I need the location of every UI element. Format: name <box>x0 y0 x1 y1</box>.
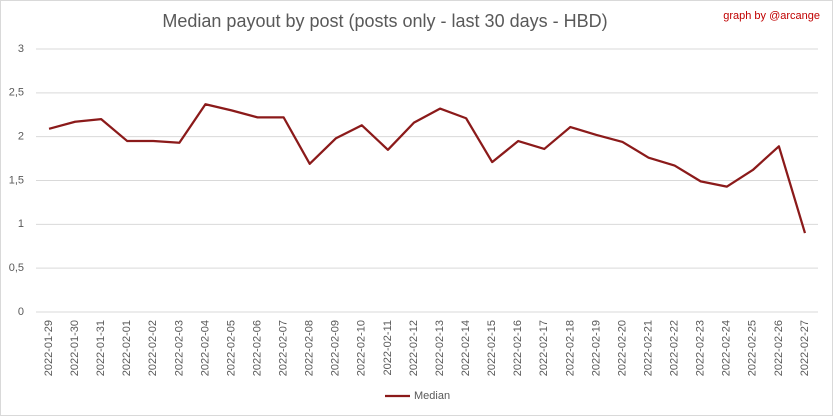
x-tick-label: 2022-02-06 <box>251 320 263 376</box>
x-tick-label: 2022-02-23 <box>695 320 707 376</box>
legend-label: Median <box>414 390 450 402</box>
x-tick-label: 2022-02-01 <box>121 320 133 376</box>
x-tick-label: 2022-02-02 <box>147 320 159 376</box>
x-tick-label: 2022-02-26 <box>773 320 785 376</box>
x-tick-label: 2022-02-05 <box>225 320 237 376</box>
data-line <box>48 103 807 234</box>
y-tick-label: 2 <box>18 131 24 143</box>
x-tick-label: 2022-02-09 <box>330 320 342 376</box>
x-tick-label: 2022-02-08 <box>304 320 316 376</box>
x-tick-label: 2022-02-11 <box>382 320 394 375</box>
x-tick-label: 2022-02-17 <box>538 320 550 376</box>
x-tick-label: 2022-02-27 <box>799 320 811 376</box>
x-tick-label: 2022-02-14 <box>460 320 472 376</box>
x-tick-label: 2022-02-19 <box>590 320 602 376</box>
x-tick-label: 2022-02-10 <box>356 320 368 376</box>
y-tick-label: 2,5 <box>9 87 24 99</box>
x-tick-label: 2022-01-30 <box>69 320 81 376</box>
y-tick-label: 3 <box>18 43 24 55</box>
x-tick-label: 2022-02-20 <box>616 320 628 376</box>
chart-title: Median payout by post (posts only - last… <box>162 11 607 31</box>
x-tick-label: 2022-02-04 <box>199 320 211 376</box>
annotation: graph by @arcange <box>723 10 820 22</box>
x-tick-label: 2022-02-07 <box>278 320 290 376</box>
y-tick-label: 0 <box>18 306 24 318</box>
x-tick-label: 2022-02-12 <box>408 320 420 376</box>
x-tick-label: 2022-02-15 <box>486 320 498 376</box>
x-tick-label: 2022-02-18 <box>564 320 576 376</box>
x-tick-label: 2022-02-13 <box>434 320 446 376</box>
y-tick-label: 1,5 <box>9 174 24 186</box>
x-tick-label: 2022-02-24 <box>721 320 733 376</box>
x-tick-label: 2022-01-31 <box>95 320 107 376</box>
y-tick-label: 0,5 <box>9 262 24 274</box>
x-tick-label: 2022-02-21 <box>642 320 654 376</box>
x-tick-label: 2022-01-29 <box>43 320 55 376</box>
x-tick-label: 2022-02-25 <box>747 320 759 376</box>
y-tick-label: 1 <box>18 218 24 230</box>
x-tick-label: 2022-02-22 <box>669 320 681 376</box>
x-tick-label: 2022-02-16 <box>512 320 524 376</box>
x-tick-label: 2022-02-03 <box>173 320 185 376</box>
